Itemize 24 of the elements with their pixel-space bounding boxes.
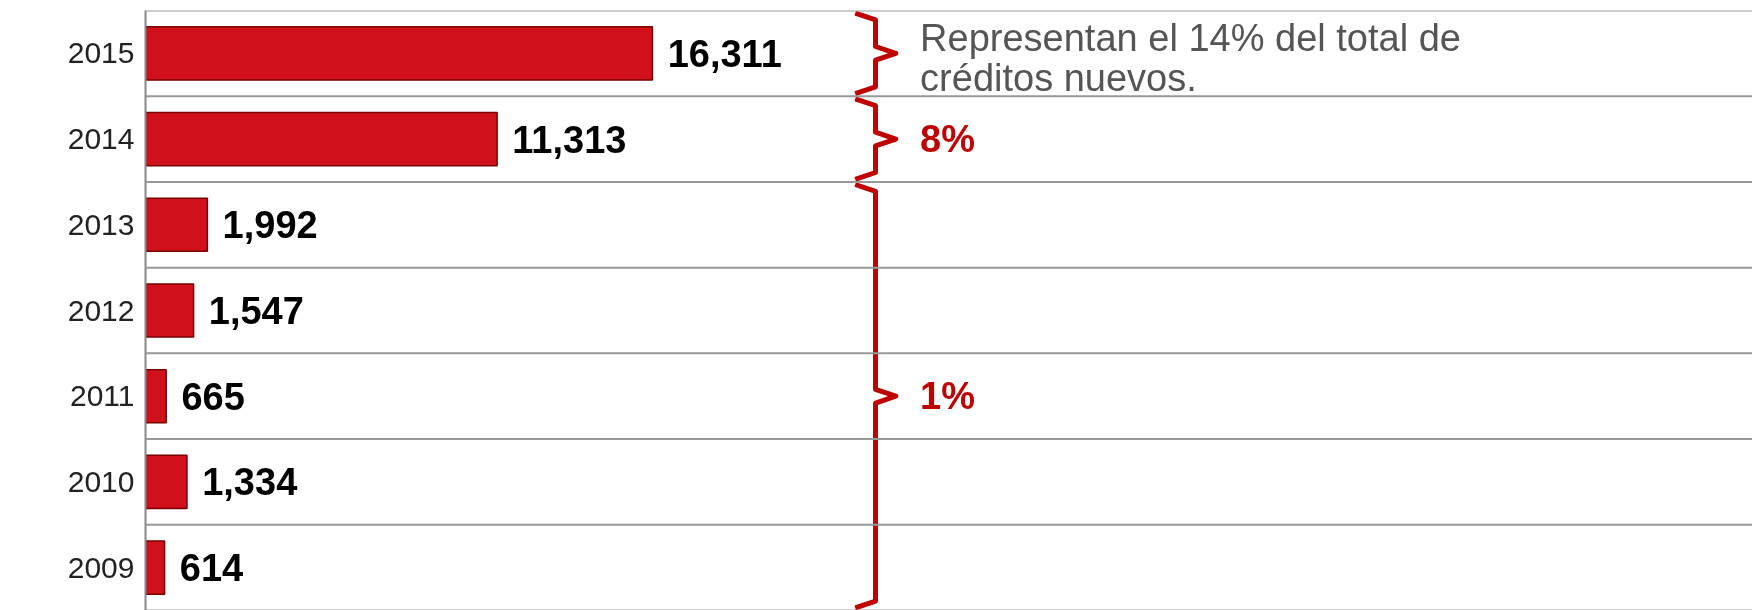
data-label: 665 bbox=[181, 375, 245, 418]
bar bbox=[145, 368, 167, 424]
y-tick-label: 2013 bbox=[67, 207, 135, 241]
y-tick-label: 2010 bbox=[67, 464, 135, 498]
data-label: 1,547 bbox=[208, 290, 304, 332]
y-tick-label: 2009 bbox=[67, 550, 135, 584]
y-tick-label: 2011 bbox=[69, 379, 135, 413]
bar bbox=[145, 197, 209, 253]
y-tick-label: 2015 bbox=[67, 36, 135, 70]
data-label: 11,313 bbox=[512, 118, 627, 161]
bar bbox=[145, 540, 166, 595]
bar bbox=[145, 454, 188, 510]
bar bbox=[145, 111, 498, 167]
text: 1% bbox=[920, 375, 976, 418]
y-tick-label: 2012 bbox=[67, 293, 135, 327]
data-label: 1,992 bbox=[222, 204, 318, 247]
y-tick-label: 2014 bbox=[67, 122, 135, 156]
text: Representan el 14% del total de créditos nuevos. bbox=[920, 17, 1461, 100]
text: 8% bbox=[920, 118, 976, 161]
bar bbox=[145, 26, 654, 81]
bar bbox=[145, 283, 195, 338]
data-label: 16,311 bbox=[667, 32, 782, 75]
data-label: 1,334 bbox=[202, 461, 298, 504]
data-label: 614 bbox=[179, 547, 244, 590]
